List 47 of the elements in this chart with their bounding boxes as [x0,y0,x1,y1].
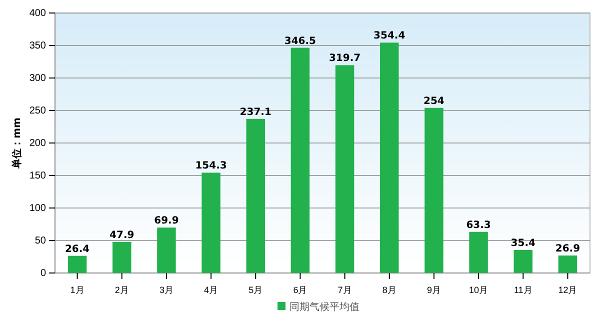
x-tick-label: 6月 [293,284,308,295]
y-tick-label: 250 [29,106,46,117]
x-tick-label: 9月 [426,284,441,295]
y-tick-label: 100 [29,203,46,214]
bar [290,48,310,273]
data-label: 354.4 [374,30,406,42]
x-tick-label: 5月 [248,284,263,295]
y-tick-label: 150 [29,170,46,182]
data-label: 26.4 [64,244,90,255]
x-tick-label: 7月 [338,284,352,295]
y-tick-label: 200 [29,138,46,150]
bar [202,172,220,273]
data-label: 47.9 [110,230,134,241]
x-tick-label: 1月 [70,284,84,295]
bar [112,242,132,273]
x-tick-label: 10月 [469,284,488,295]
x-tick-label: 8月 [382,284,396,295]
bar [380,42,399,273]
y-axis-title: 单位：mm [11,118,23,170]
data-label: 254 [424,96,444,107]
data-label: 63.3 [466,220,491,231]
y-tick-label: 300 [29,73,46,84]
data-label: 69.9 [154,216,179,227]
y-tick-label: 400 [29,8,46,20]
bar [335,65,354,273]
y-tick-label: 50 [34,236,46,247]
x-tick-label: 11月 [514,284,532,295]
data-label: 346.5 [284,36,316,47]
y-tick-label: 0 [40,268,46,280]
data-label: 319.7 [328,53,361,64]
bar [514,250,532,273]
x-tick-label: 4月 [204,284,218,295]
x-tick-label: 3月 [159,284,174,295]
data-label: 154.3 [195,160,227,172]
x-tick-label: 2月 [114,284,129,295]
legend-label: 同期气候平均值 [290,301,360,313]
x-tick-label: 12月 [558,284,578,295]
bar [558,256,578,273]
data-label: 26.9 [555,244,580,255]
bar [68,256,87,273]
data-label: 237.1 [240,106,272,118]
bar [246,118,265,273]
bar [157,228,176,273]
data-label: 35.4 [510,238,536,249]
bar [424,108,444,273]
bar [469,232,488,273]
y-tick-label: 350 [29,40,46,52]
